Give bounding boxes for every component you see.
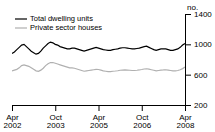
y-tick: 1000	[185, 40, 212, 49]
y-tick-mark	[185, 14, 191, 15]
x-tick-label-line: Oct	[50, 113, 63, 122]
legend-label: Total dwelling units	[30, 14, 93, 23]
y-label: no.	[187, 3, 198, 12]
x-tick-label-line: 2006	[133, 121, 151, 130]
y-tick-mark	[185, 105, 191, 106]
x-tick-mark	[55, 105, 56, 111]
plot-root: Apr2002Oct2003Apr2005Oct2006Apr200820060…	[4, 3, 213, 130]
x-tick-label: Oct2003	[47, 113, 65, 131]
x-tick-label-line: 2003	[47, 121, 65, 130]
legend-item: Private sector houses	[15, 23, 102, 32]
x-tick-label-line: Apr	[179, 113, 192, 122]
y-tick-label: 1000	[194, 40, 212, 49]
legend: Total dwelling unitsPrivate sector house…	[15, 14, 102, 32]
y-tick-mark	[185, 75, 191, 76]
x-tick: Oct2003	[47, 105, 65, 130]
y-tick-label: 600	[194, 71, 208, 80]
series-line	[12, 63, 185, 72]
x-tick-label: Oct2006	[133, 113, 151, 131]
x-tick-label-line: 2008	[177, 121, 195, 130]
x-tick-label: Apr2008	[177, 113, 195, 131]
x-axis: Apr2002Oct2003Apr2005Oct2006Apr2008	[4, 105, 195, 130]
y-tick-mark	[185, 44, 191, 45]
y-tick: 200	[185, 101, 208, 110]
y-tick: 600	[185, 71, 208, 80]
x-tick-label-line: Oct	[136, 113, 149, 122]
x-tick-label-line: Apr	[6, 113, 19, 122]
x-tick-mark	[99, 105, 100, 111]
x-axis-line	[13, 106, 186, 112]
y-axis-line	[186, 15, 192, 106]
y-axis: 20060010001400	[185, 10, 212, 110]
legend-swatch	[15, 27, 27, 28]
x-tick-label-line: Apr	[93, 113, 106, 122]
x-tick-label-line: 2005	[90, 121, 108, 130]
x-tick: Apr2005	[90, 105, 108, 130]
x-tick-label-line: 2002	[4, 121, 22, 130]
chart-svg: Apr2002Oct2003Apr2005Oct2006Apr200820060…	[0, 0, 215, 132]
y-tick-label: 200	[194, 101, 208, 110]
x-tick: Oct2006	[133, 105, 151, 130]
x-tick: Apr2008	[177, 105, 195, 130]
x-tick-mark	[142, 105, 143, 111]
x-tick-label: Apr2005	[90, 113, 108, 131]
legend-item: Total dwelling units	[15, 14, 93, 23]
x-tick: Apr2002	[4, 105, 22, 130]
legend-swatch	[15, 18, 27, 19]
legend-label: Private sector houses	[30, 23, 102, 32]
lines	[12, 42, 185, 72]
chart-container: Apr2002Oct2003Apr2005Oct2006Apr200820060…	[0, 0, 215, 132]
x-tick-mark	[12, 105, 13, 111]
series-line	[12, 42, 185, 54]
x-tick-label: Apr2002	[4, 113, 22, 131]
